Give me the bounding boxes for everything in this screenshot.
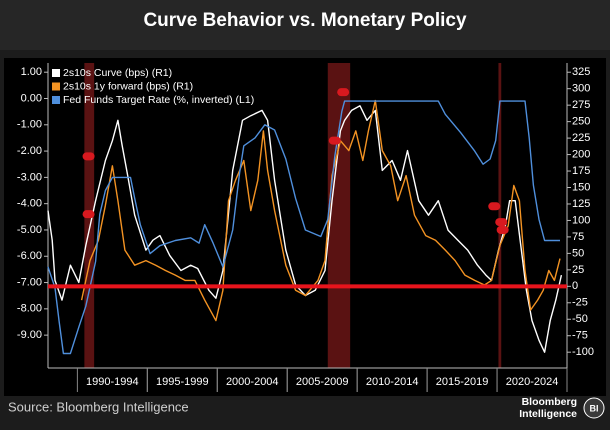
series-line — [47, 100, 560, 355]
event-marker — [496, 225, 509, 234]
y2-tick-label: 300 — [572, 83, 590, 95]
y2-tick-label: 275 — [572, 99, 590, 111]
event-marker — [328, 136, 341, 145]
y2-tick-label: 175 — [572, 165, 590, 177]
event-marker — [82, 152, 95, 161]
logo-badge-circle — [583, 397, 605, 419]
y2-tick-label: 50 — [572, 247, 584, 259]
y-tick-label: -4.00 — [17, 198, 42, 210]
x-band-label: 2005-2009 — [296, 376, 349, 388]
y-tick-label: 1.00 — [21, 66, 42, 78]
legend-swatch — [52, 96, 60, 104]
legend-label: Fed Funds Target Rate (%, inverted) (L1) — [63, 94, 254, 106]
y2-tick-label: 250 — [572, 116, 590, 128]
y2-tick-label: -75 — [572, 330, 588, 342]
y2-tick-label: 200 — [572, 148, 590, 160]
y-tick-label: -1.00 — [17, 119, 42, 131]
legend-swatch — [52, 82, 60, 91]
y2-tick-label: 75 — [572, 231, 584, 243]
x-band-label: 1990-1994 — [86, 376, 139, 388]
legend-label: 2s10s 1y forward (bps) (R1) — [63, 80, 193, 92]
legend-label: 2s10s Curve (bps) (R1) — [63, 67, 172, 79]
x-band-label: 2015-2019 — [436, 376, 489, 388]
y2-tick-label: 225 — [572, 132, 590, 144]
y2-tick-label: 325 — [572, 66, 590, 78]
y-tick-label: -3.00 — [17, 171, 42, 183]
y2-tick-label: -50 — [572, 313, 588, 325]
source: Source: Bloomberg Intelligence — [8, 399, 189, 414]
logo-badge: BI — [590, 403, 599, 413]
event-marker — [337, 88, 350, 97]
event-marker — [488, 202, 501, 211]
y-tick-label: -9.00 — [17, 329, 42, 341]
logo-line: Intelligence — [519, 408, 577, 420]
event-marker — [82, 210, 95, 219]
y2-tick-label: -100 — [572, 346, 594, 358]
x-band-label: 2000-2004 — [226, 376, 279, 388]
y2-tick-label: 0 — [572, 280, 578, 292]
chart-title: Curve Behavior vs. Monetary Policy — [143, 10, 467, 31]
y2-tick-label: 100 — [572, 214, 590, 226]
x-band-label: 1995-1999 — [156, 376, 209, 388]
x-band-label: 2020-2024 — [506, 376, 559, 388]
y-tick-label: -7.00 — [17, 276, 42, 288]
shaded-range — [498, 63, 502, 368]
y-tick-label: -6.00 — [17, 250, 42, 262]
legend-swatch — [52, 69, 60, 77]
y2-tick-label: 150 — [572, 181, 590, 193]
y-tick-label: 0.00 — [21, 92, 42, 104]
y2-tick-label: -25 — [572, 297, 588, 309]
y2-tick-label: 125 — [572, 198, 590, 210]
event-marker — [495, 218, 508, 227]
y2-tick-label: 25 — [572, 264, 584, 276]
y-tick-label: -8.00 — [17, 303, 42, 315]
y-tick-label: -5.00 — [17, 224, 42, 236]
logo-line: Bloomberg — [522, 396, 577, 408]
x-band-label: 2010-2014 — [366, 376, 419, 388]
y-tick-label: -2.00 — [17, 145, 42, 157]
header — [0, 0, 610, 50]
